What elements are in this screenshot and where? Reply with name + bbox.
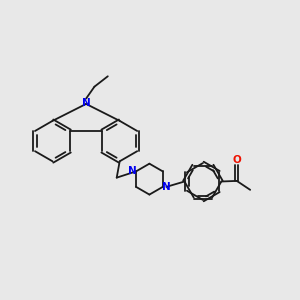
Text: O: O <box>232 155 241 165</box>
Text: N: N <box>162 182 171 192</box>
Text: N: N <box>82 98 91 108</box>
Text: N: N <box>128 167 136 176</box>
